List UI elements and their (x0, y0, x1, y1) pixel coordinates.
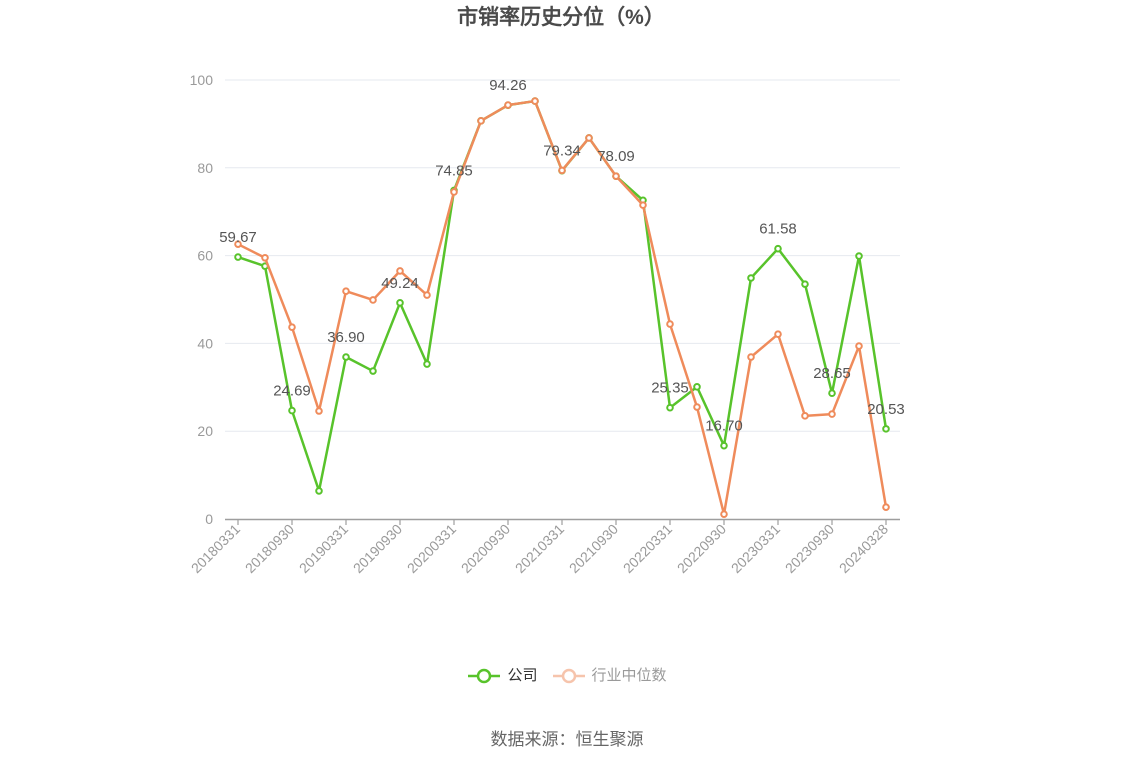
industry-median-data-point (666, 320, 674, 328)
company-data-label: 79.34 (543, 143, 581, 160)
industry-median-data-point (234, 240, 242, 248)
legend-industry-median-marker-icon (552, 668, 585, 684)
data-source-note: 数据来源：恒生聚源 (490, 730, 644, 749)
industry-median-data-point (531, 97, 539, 105)
x-tick-label: 20180331 (188, 521, 244, 577)
industry-median-data-point (504, 101, 512, 109)
legend-item-industry-median[interactable]: 行业中位数 (552, 664, 667, 688)
company-data-point (747, 274, 755, 282)
y-tick-label: 60 (197, 248, 213, 264)
x-tick-label: 20230930 (782, 521, 838, 577)
industry-median-data-point (774, 330, 782, 338)
industry-median-data-point (585, 134, 593, 142)
x-tick-label: 20230331 (728, 521, 784, 577)
industry-median-data-point (747, 353, 755, 361)
y-tick-label: 20 (197, 423, 213, 439)
company-data-label: 24.69 (273, 383, 311, 400)
y-tick-label: 100 (190, 72, 214, 88)
industry-median-data-point (612, 172, 620, 180)
y-tick-label: 0 (205, 511, 213, 527)
industry-median-data-point (558, 166, 566, 175)
industry-median-series-line (236, 99, 888, 516)
company-data-point (315, 487, 323, 495)
industry-median-data-point (369, 296, 377, 304)
x-tick-label: 20190930 (350, 521, 406, 577)
company-data-label: 49.24 (381, 275, 419, 292)
x-tick-label: 20240328 (836, 521, 892, 577)
industry-median-data-point (342, 287, 350, 295)
company-data-point (693, 383, 701, 391)
y-tick-label: 80 (197, 160, 213, 176)
x-tick-label: 20200331 (404, 521, 460, 577)
company-data-point (774, 244, 782, 253)
company-data-label: 36.90 (327, 329, 365, 346)
company-data-label: 28.65 (813, 365, 851, 382)
chart-legend: 公司 行业中位数 (0, 664, 1134, 688)
industry-median-data-point (639, 201, 647, 209)
x-tick-label: 20220930 (674, 521, 730, 577)
x-tick-label: 20180930 (242, 521, 298, 577)
industry-median-data-point (801, 412, 809, 420)
company-data-point (720, 441, 728, 450)
industry-median-data-point (450, 188, 458, 196)
y-tick-label: 40 (197, 335, 213, 351)
company-data-point (855, 252, 863, 260)
company-data-point (342, 353, 350, 361)
industry-median-data-point (720, 510, 728, 518)
company-data-point (882, 425, 890, 433)
company-data-label: 61.58 (759, 221, 797, 238)
company-data-label: 94.26 (489, 77, 527, 94)
industry-median-data-point (261, 253, 269, 262)
company-data-point (828, 389, 836, 398)
industry-median-data-point (882, 503, 890, 511)
industry-median-data-point (315, 407, 323, 415)
x-tick-label: 20190331 (296, 521, 352, 577)
company-data-point (396, 299, 404, 307)
company-data-label: 25.35 (651, 380, 689, 397)
company-data-point (288, 406, 296, 415)
legend-item-company[interactable]: 公司 (467, 664, 538, 688)
company-data-point (423, 360, 431, 368)
company-data-label: 20.53 (867, 401, 905, 418)
company-data-label: 16.70 (705, 418, 743, 435)
x-tick-label: 20210930 (566, 521, 622, 577)
company-data-point (234, 253, 242, 261)
industry-median-data-point (288, 323, 296, 331)
legend-company-marker-icon (468, 668, 501, 684)
x-tick-label: 20200930 (458, 521, 514, 577)
chart-title: 市销率历史分位（%） (457, 6, 665, 29)
legend-industry-median-label: 行业中位数 (591, 667, 667, 684)
industry-median-data-point (855, 342, 863, 350)
company-data-point (666, 403, 674, 412)
legend-company-label: 公司 (507, 667, 538, 684)
industry-median-data-point (477, 117, 485, 125)
company-data-point (369, 367, 377, 375)
industry-median-data-point (693, 403, 701, 411)
company-data-point (801, 280, 809, 288)
company-data-label: 74.85 (435, 162, 473, 179)
industry-median-data-point (828, 410, 836, 418)
company-data-label: 59.67 (219, 229, 257, 246)
industry-median-data-point (423, 291, 431, 299)
industry-median-data-point (396, 267, 404, 275)
company-data-label: 78.09 (597, 148, 635, 165)
x-tick-label: 20210331 (512, 521, 568, 577)
x-tick-label: 20220331 (620, 521, 676, 577)
